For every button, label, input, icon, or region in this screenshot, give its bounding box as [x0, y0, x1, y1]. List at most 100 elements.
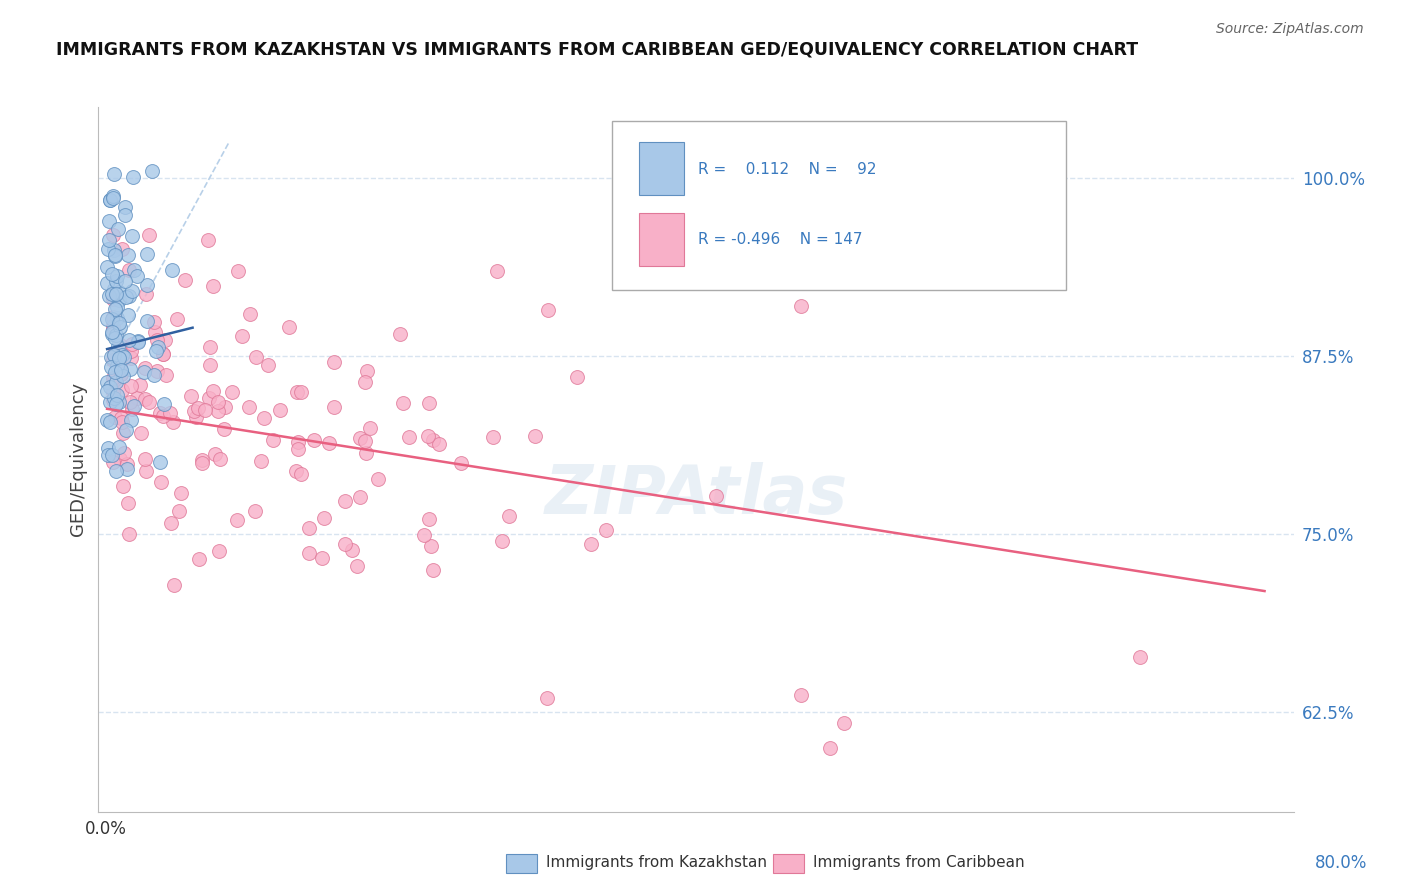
Point [127, 391, 149, 405]
Point [98, 380, 121, 394]
Point [108, 293, 131, 307]
Point [180, 389, 202, 403]
Point [145, 344, 167, 359]
Point [121, 284, 143, 298]
Point [112, 426, 135, 441]
Point [101, 293, 124, 307]
Point [103, 392, 125, 406]
Point [114, 208, 136, 222]
Point [117, 308, 139, 322]
Point [834, 716, 856, 731]
Point [537, 303, 560, 318]
Point [214, 400, 236, 414]
Point [110, 410, 132, 425]
Point [253, 410, 276, 425]
Point [595, 523, 617, 537]
Point [105, 375, 128, 389]
Point [97, 214, 120, 228]
Text: R =    0.112    N =    92: R = 0.112 N = 92 [699, 161, 877, 177]
Point [818, 740, 841, 755]
Point [152, 347, 174, 361]
Point [111, 384, 134, 398]
Point [101, 322, 124, 336]
Point [110, 363, 132, 377]
Point [359, 420, 381, 434]
Point [143, 368, 166, 383]
Point [97, 448, 120, 462]
Point [96, 384, 118, 399]
Point [166, 312, 188, 326]
Point [104, 302, 127, 317]
Point [107, 338, 129, 352]
Point [114, 290, 136, 304]
Point [121, 229, 143, 244]
Point [107, 316, 129, 330]
Point [226, 513, 249, 527]
Point [112, 351, 135, 365]
Point [413, 528, 436, 542]
Point [118, 289, 141, 303]
Point [322, 354, 344, 368]
Point [101, 392, 124, 407]
Point [155, 368, 177, 382]
Point [127, 335, 149, 350]
Point [96, 413, 118, 427]
Point [340, 542, 363, 557]
Point [100, 359, 122, 374]
Point [565, 369, 588, 384]
Point [333, 493, 356, 508]
Point [287, 442, 309, 456]
Point [146, 333, 169, 347]
Point [160, 263, 183, 277]
Point [184, 410, 207, 425]
Point [173, 272, 195, 286]
Point [290, 467, 312, 481]
Point [148, 407, 170, 421]
Point [100, 327, 122, 342]
Point [194, 403, 217, 417]
Point [482, 430, 505, 444]
Point [197, 391, 219, 405]
Point [103, 282, 125, 296]
Point [98, 193, 121, 207]
Point [118, 361, 141, 376]
Point [579, 537, 602, 551]
Point [111, 478, 134, 492]
Point [285, 385, 308, 400]
FancyBboxPatch shape [638, 142, 685, 195]
Point [101, 267, 124, 281]
Point [105, 268, 128, 283]
Point [491, 533, 513, 548]
Point [101, 191, 124, 205]
Text: Source: ZipAtlas.com: Source: ZipAtlas.com [1216, 22, 1364, 37]
Point [101, 228, 124, 243]
Point [134, 361, 156, 376]
Point [103, 410, 125, 425]
Point [153, 397, 176, 411]
Point [354, 376, 377, 390]
Point [354, 446, 377, 460]
Point [169, 504, 191, 518]
Point [115, 424, 138, 438]
Point [112, 445, 135, 459]
Point [105, 359, 128, 374]
Point [392, 396, 415, 410]
Text: IMMIGRANTS FROM KAZAKHSTAN VS IMMIGRANTS FROM CARIBBEAN GED/EQUIVALENCY CORRELAT: IMMIGRANTS FROM KAZAKHSTAN VS IMMIGRANTS… [56, 40, 1139, 58]
Point [149, 455, 172, 469]
Point [103, 167, 125, 181]
Point [96, 375, 118, 389]
Point [202, 384, 225, 398]
Point [346, 559, 368, 574]
Y-axis label: GED/Equivalency: GED/Equivalency [69, 383, 87, 536]
Point [353, 434, 375, 449]
Point [422, 434, 444, 448]
Point [114, 274, 136, 288]
Point [101, 310, 124, 324]
Point [115, 462, 138, 476]
Point [111, 415, 134, 429]
Point [96, 260, 118, 275]
Point [138, 228, 160, 243]
Point [101, 287, 124, 301]
Point [427, 437, 450, 451]
Point [101, 448, 124, 462]
